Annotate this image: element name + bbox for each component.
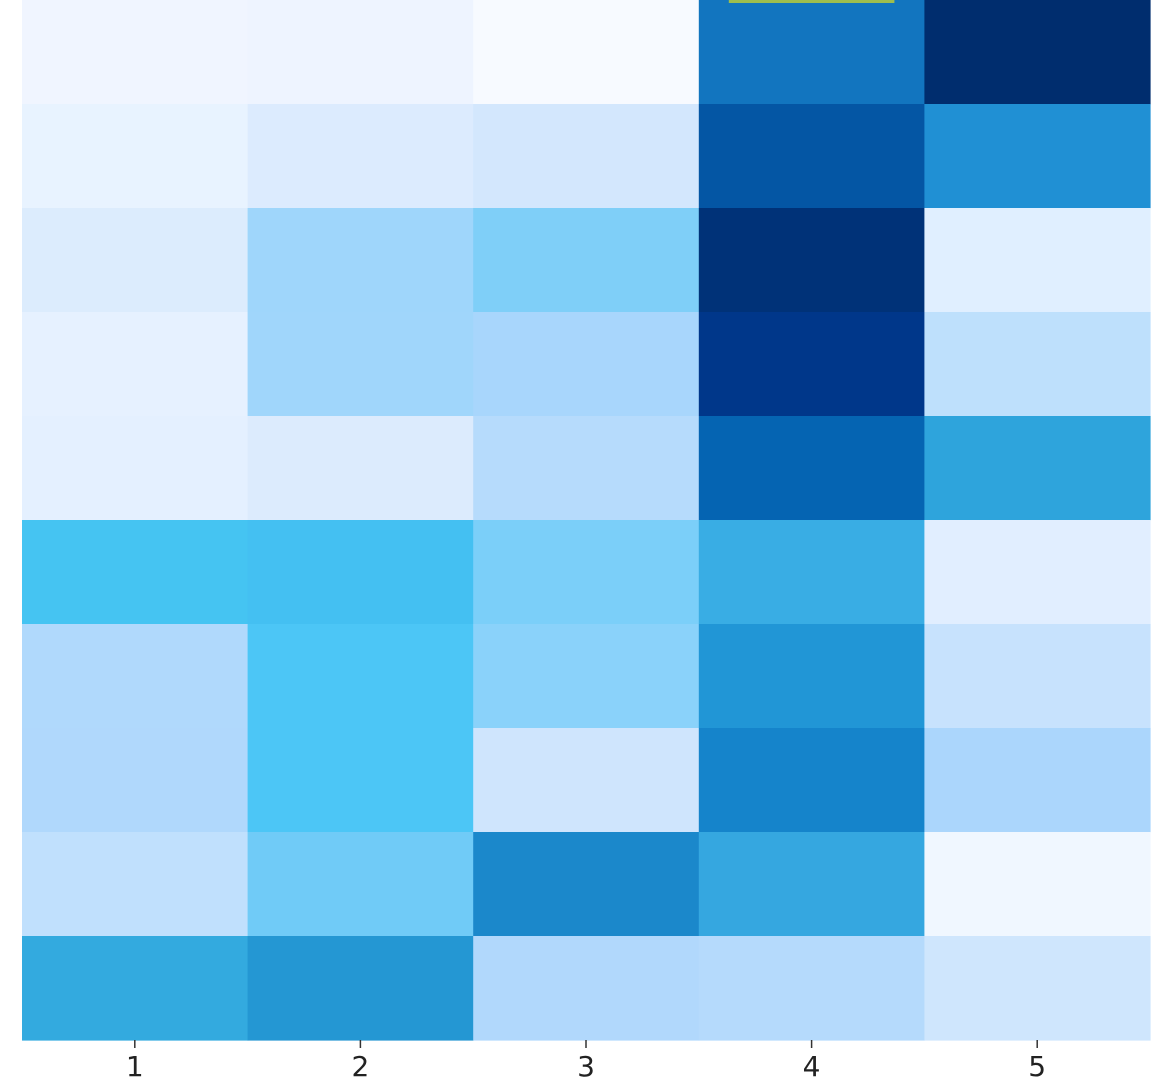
heatmap-cell (924, 312, 1151, 417)
heatmap-cell (22, 208, 249, 313)
heatmap-cell (247, 104, 474, 209)
heatmap-cell (247, 208, 474, 313)
heatmap-cell (924, 832, 1151, 937)
heatmap-cell (698, 312, 925, 417)
x-tick-label: 3 (577, 1050, 595, 1083)
x-axis: 1 2 3 4 5 (126, 1040, 1046, 1083)
heatmap-cell (698, 208, 925, 313)
heatmap-cell (473, 312, 700, 417)
heatmap-cell (924, 624, 1151, 729)
heatmap-cell (22, 0, 249, 105)
heatmap-cell (247, 312, 474, 417)
heatmap-cell (22, 832, 249, 937)
heatmap-cell (247, 936, 474, 1041)
x-tick-label: 1 (126, 1050, 144, 1083)
heatmap-cells (22, 0, 1151, 1041)
heatmap-cell (247, 0, 474, 105)
heatmap-cell (247, 624, 474, 729)
heatmap-cell (473, 0, 700, 105)
x-tick-label: 5 (1028, 1050, 1046, 1083)
heatmap-cell (473, 936, 700, 1041)
heatmap-cell (22, 312, 249, 417)
heatmap-cell (473, 416, 700, 521)
heatmap-cell (473, 104, 700, 209)
heatmap-cell (473, 624, 700, 729)
heatmap-cell (698, 0, 925, 105)
heatmap-cell (698, 520, 925, 625)
heatmap-cell (698, 832, 925, 937)
heatmap-cell (473, 520, 700, 625)
heatmap-cell (924, 936, 1151, 1041)
heatmap-cell (247, 416, 474, 521)
heatmap-cell (22, 416, 249, 521)
heatmap-cell (473, 208, 700, 313)
heatmap-cell (698, 624, 925, 729)
heatmap-cell (924, 0, 1151, 105)
x-tick-label: 2 (351, 1050, 369, 1083)
heatmap-cell (698, 936, 925, 1041)
heatmap-cell (247, 832, 474, 937)
heatmap-cell (698, 104, 925, 209)
heatmap-cell (22, 936, 249, 1041)
heatmap-cell (924, 208, 1151, 313)
heatmap-cell (22, 104, 249, 209)
x-tick-label: 4 (803, 1050, 821, 1083)
heatmap-cell (247, 520, 474, 625)
heatmap-cell (22, 520, 249, 625)
heatmap-cell (698, 728, 925, 833)
heatmap-cell (473, 832, 700, 937)
heatmap-cell (698, 416, 925, 521)
heatmap-cell (924, 416, 1151, 521)
top-edge-accent (728, 0, 895, 3)
heatmap-cell (473, 728, 700, 833)
heatmap-cell (22, 624, 249, 729)
heatmap-cell (247, 728, 474, 833)
heatmap-cell (924, 728, 1151, 833)
heatmap-cell (924, 520, 1151, 625)
heatmap-cell (924, 104, 1151, 209)
heatmap-cell (22, 728, 249, 833)
